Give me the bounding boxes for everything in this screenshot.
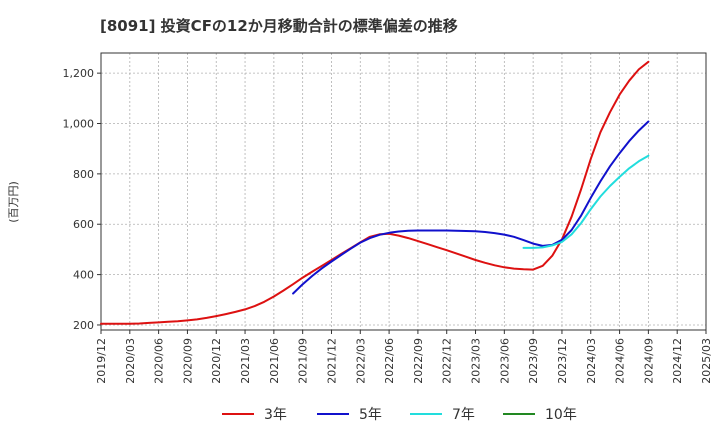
x-tick-label: 2024/06 bbox=[614, 338, 627, 384]
x-tick-label: 2022/09 bbox=[412, 338, 425, 384]
x-tick-label: 2022/12 bbox=[441, 338, 454, 384]
legend-label-2: 7年 bbox=[452, 407, 475, 423]
y-tick-label: 400 bbox=[73, 269, 94, 282]
x-tick-label: 2024/12 bbox=[671, 338, 684, 384]
y-tick-label: 800 bbox=[73, 168, 94, 181]
x-tick-label: 2024/09 bbox=[642, 338, 655, 384]
legend-label-1: 5年 bbox=[359, 407, 382, 423]
x-tick-label: 2020/12 bbox=[210, 338, 223, 384]
chart-title: [8091] 投資CFの12か月移動合計の標準偏差の推移 bbox=[100, 17, 458, 35]
x-tick-label: 2019/12 bbox=[95, 338, 108, 384]
x-tick-label: 2023/06 bbox=[498, 338, 511, 384]
x-tick-label: 2020/03 bbox=[124, 338, 137, 384]
x-tick-label: 2021/12 bbox=[325, 338, 338, 384]
plot-area: 2019/12 2020/03 2020/06 2020/09 2020/12 2021/… bbox=[63, 52, 713, 384]
x-tick-label: 2021/06 bbox=[268, 338, 281, 384]
y-tick-label: 600 bbox=[73, 218, 94, 231]
y-tick-label: 200 bbox=[73, 319, 94, 332]
y-tick-label: 1,000 bbox=[63, 118, 95, 131]
series-line-1 bbox=[292, 120, 650, 295]
plot-background bbox=[101, 53, 706, 330]
legend-label-0: 3年 bbox=[264, 407, 287, 423]
x-tick-label: 2021/09 bbox=[297, 338, 310, 384]
x-tick-label: 2025/03 bbox=[700, 338, 713, 384]
y-axis-label: (百万円) bbox=[7, 181, 20, 223]
legend: 3年 5年 7年 10年 bbox=[222, 407, 577, 423]
x-tick-label: 2022/03 bbox=[354, 338, 367, 384]
x-tick-label: 2021/03 bbox=[239, 338, 252, 384]
legend-label-3: 10年 bbox=[545, 407, 577, 423]
x-tick-label: 2024/03 bbox=[585, 338, 598, 384]
series-line-2 bbox=[522, 154, 650, 249]
x-tick-label: 2020/09 bbox=[181, 338, 194, 384]
x-tick-label: 2023/03 bbox=[470, 338, 483, 384]
x-tick-label: 2022/06 bbox=[383, 338, 396, 384]
y-tick-label: 1,200 bbox=[63, 67, 95, 80]
x-tick-label: 2020/06 bbox=[153, 338, 166, 384]
plot-frame bbox=[100, 52, 707, 331]
x-tick-label: 2023/09 bbox=[527, 338, 540, 384]
x-tick-label: 2023/12 bbox=[556, 338, 569, 384]
